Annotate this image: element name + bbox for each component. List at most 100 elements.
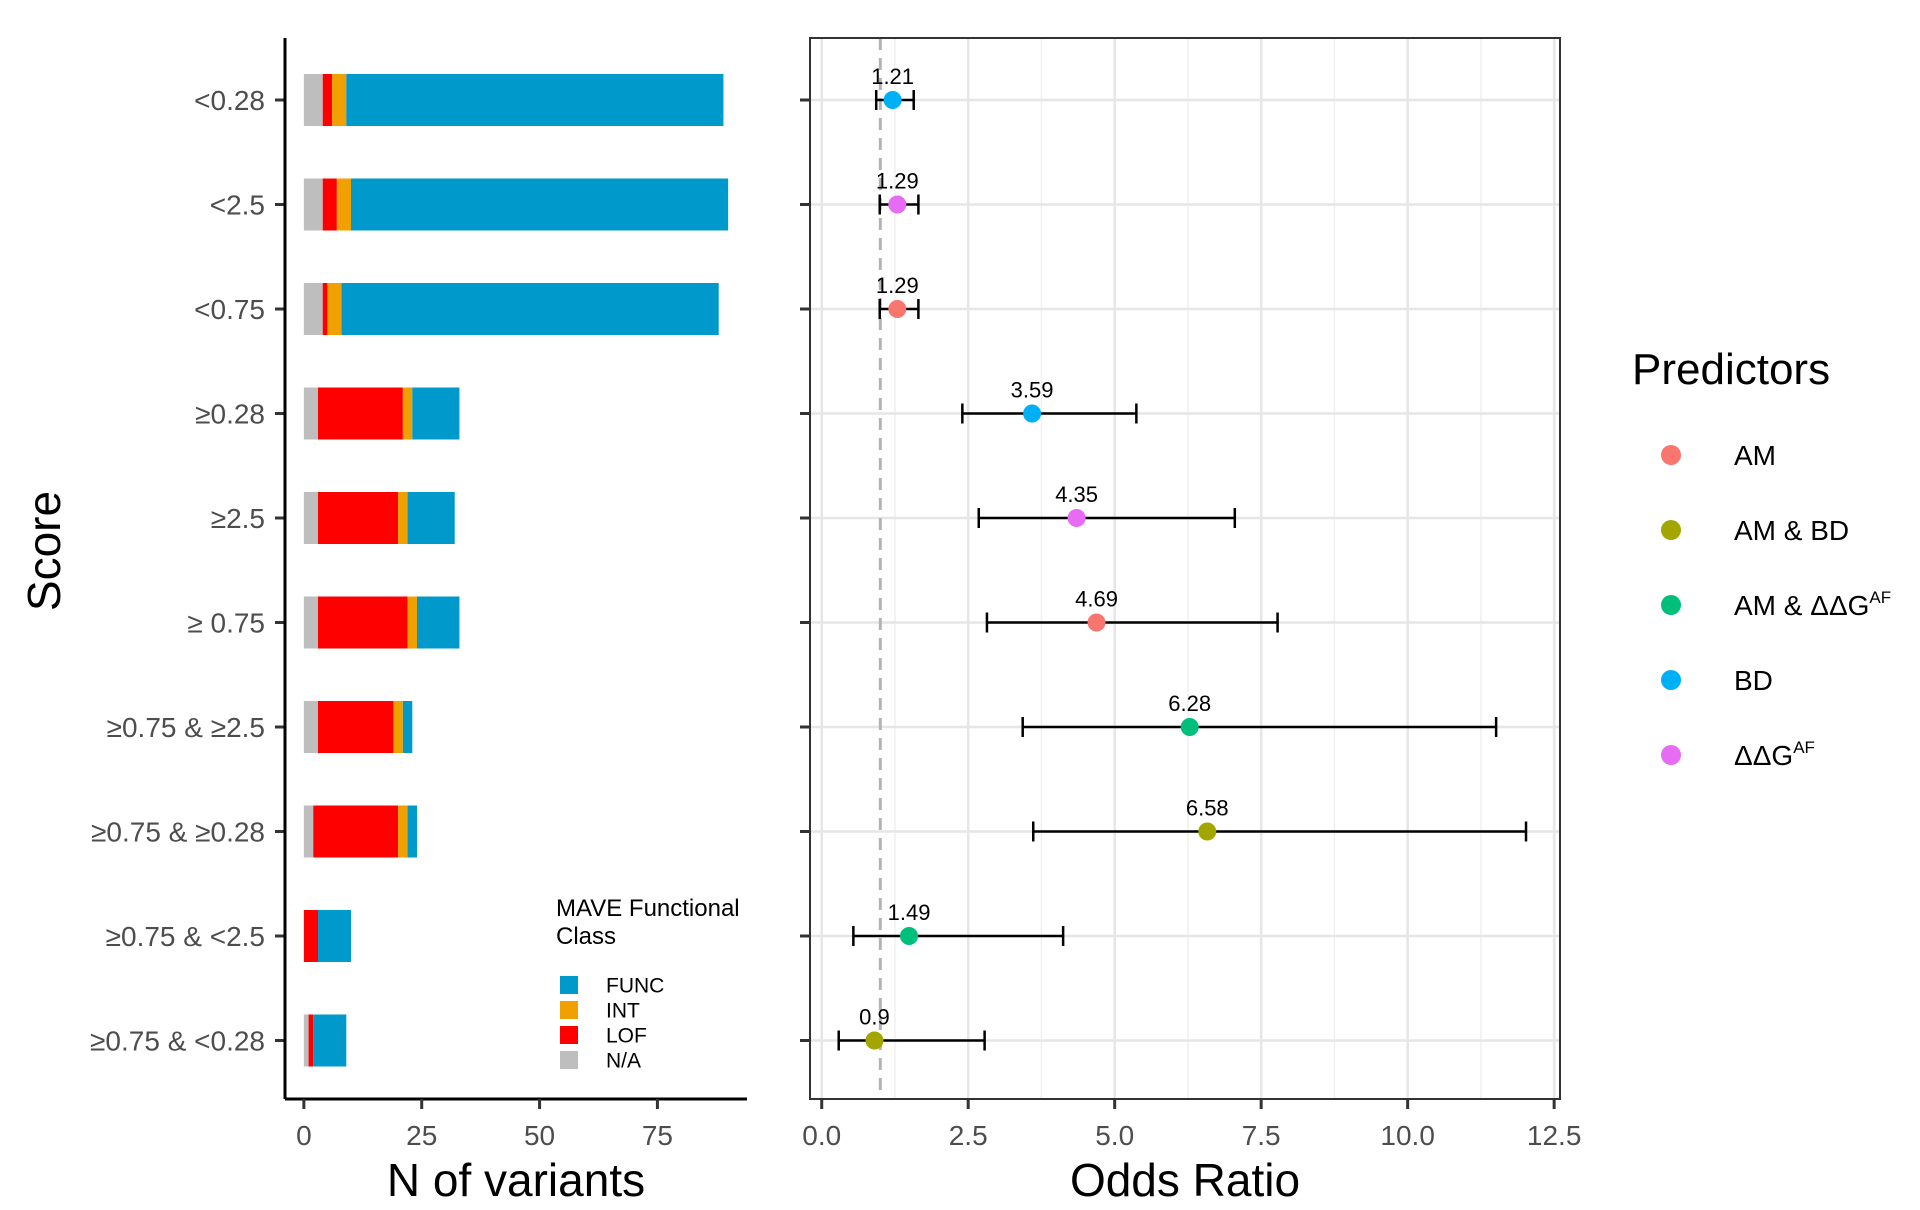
bar-segment-int (398, 492, 408, 544)
bar-category-label: ≥0.75 & <2.5 (106, 921, 265, 952)
bar-category-label: ≥0.75 & ≥0.28 (91, 816, 265, 847)
odds-ratio-value-label: 1.21 (871, 64, 914, 89)
bar-x-tick-label: 50 (524, 1120, 555, 1151)
odds-ratio-panel-border (809, 37, 1561, 1100)
bar-segment-n-a (303, 492, 318, 544)
bar-segment-lof (322, 178, 337, 231)
bar-x-tick-label: 75 (642, 1120, 673, 1151)
predictor-legend-label: AM (1734, 440, 1776, 471)
predictor-legend-dot (1661, 445, 1681, 465)
bar-legend-swatch (560, 1001, 578, 1019)
odds-ratio-value-label: 3.59 (1011, 378, 1054, 403)
bar-x-tick-label: 25 (406, 1120, 437, 1151)
bar-chart-panel: Score <0.28 <2.5 <0.75 ≥0.28 ≥2.5 ≥ 0.75 ≥0.75… (18, 38, 747, 1206)
bar-segment-lof (318, 387, 403, 440)
odds-ratio-x-tick-label: 5.0 (1095, 1120, 1134, 1151)
odds-ratio-x-tick-label: 2.5 (949, 1120, 988, 1151)
bar-segment-int (407, 596, 417, 649)
bar-segment-n-a (303, 283, 323, 335)
odds-ratio-point (900, 927, 919, 945)
bar-segment-lof (322, 74, 333, 126)
odds-ratio-value-label: 1.29 (876, 273, 919, 298)
predictor-legend-label-text: AM (1734, 440, 1776, 471)
bar-segment-int (398, 805, 408, 858)
odds-ratio-point (865, 1031, 884, 1050)
predictor-legend-dot (1661, 745, 1681, 765)
predictor-legend-label-text: AM & BD (1734, 515, 1849, 546)
bar-segment-func (313, 1014, 347, 1067)
bar-chart-x-ticks: 0 25 50 75 (296, 1099, 673, 1151)
odds-ratio-value-label: 4.35 (1055, 482, 1098, 507)
bar-category-label: ≥0.28 (195, 398, 265, 429)
bar-category-label: ≥ 0.75 (187, 607, 265, 638)
odds-ratio-value-label: 4.69 (1075, 587, 1118, 612)
bar-segment-func (346, 74, 724, 126)
bar-segment-int (336, 178, 351, 231)
predictor-legend-label-text: AM & ΔΔG (1734, 590, 1869, 621)
predictors-legend-title: Predictors (1632, 345, 1830, 394)
bar-legend-label: INT (606, 999, 640, 1022)
bar-category-label: ≥0.75 & <0.28 (90, 1025, 265, 1056)
odds-ratio-value-label: 6.58 (1186, 796, 1229, 821)
bar-chart-y-axis-title: Score (18, 491, 70, 611)
bar-segment-int (332, 74, 347, 126)
bar-segment-func (341, 283, 719, 335)
odds-ratio-x-tick-label: 7.5 (1242, 1120, 1281, 1151)
bar-segment-func (318, 910, 351, 962)
bar-segment-lof (308, 1014, 314, 1067)
odds-ratio-value-label: 6.28 (1168, 691, 1211, 716)
predictor-legend-label: ΔΔGAF (1734, 738, 1815, 771)
bar-chart-x-axis-title: N of variants (387, 1154, 645, 1206)
odds-ratio-value-label: 0.9 (859, 1005, 890, 1030)
predictor-legend-dot (1661, 670, 1681, 690)
odds-ratio-x-ticks: 0.0 2.5 5.0 7.5 10.0 12.5 (802, 1099, 1581, 1151)
odds-ratio-point (1023, 404, 1042, 423)
odds-ratio-x-tick-label: 0.0 (802, 1120, 841, 1151)
bar-segment-func (407, 805, 417, 858)
bar-segment-int (402, 387, 413, 440)
odds-ratio-point (1087, 613, 1106, 632)
bar-legend-swatch (560, 1026, 578, 1044)
predictor-legend-dot (1661, 595, 1681, 615)
predictor-legend-dot (1661, 520, 1681, 540)
bar-category-label: <0.28 (194, 85, 265, 116)
bar-segment-n-a (303, 387, 318, 440)
bar-segment-n-a (303, 1014, 309, 1067)
bar-segment-func (417, 596, 460, 649)
odds-ratio-points: 1.21 1.29 1.29 3.59 4.35 4.69 6.28 6.58 1.49 0.9 (837, 64, 1528, 1051)
bar-chart-category-labels: <0.28 <2.5 <0.75 ≥0.28 ≥2.5 ≥ 0.75 ≥0.75 & ≥2.… (90, 85, 285, 1056)
bar-segment-n-a (303, 701, 318, 753)
bar-segment-lof (318, 596, 408, 649)
bar-segment-n-a (303, 805, 314, 858)
odds-ratio-point (883, 91, 902, 109)
odds-ratio-x-tick-label: 12.5 (1527, 1120, 1582, 1151)
bar-segment-int (393, 701, 403, 753)
predictor-legend-label-superscript: AF (1869, 588, 1891, 607)
odds-ratio-point (1198, 822, 1217, 841)
bar-legend-label: FUNC (606, 974, 664, 997)
predictor-legend-label-superscript: AF (1793, 738, 1815, 757)
bar-legend-swatch (560, 1051, 578, 1069)
predictor-legend-label: AM & BD (1734, 515, 1849, 546)
odds-ratio-point (888, 195, 907, 214)
bar-segment-n-a (303, 178, 323, 231)
bar-category-label: <0.75 (194, 294, 265, 325)
odds-ratio-x-tick-label: 10.0 (1380, 1120, 1435, 1151)
predictor-legend-label-text: ΔΔG (1734, 740, 1793, 771)
odds-ratio-value-label: 1.29 (876, 169, 919, 194)
bar-legend-label: N/A (606, 1049, 641, 1072)
bar-category-label: <2.5 (210, 189, 265, 220)
bar-segment-n-a (303, 74, 323, 126)
bar-legend-title-line1: MAVE Functional (556, 895, 740, 922)
odds-ratio-value-label: 1.49 (888, 900, 931, 925)
bar-legend-title-line2: Class (556, 923, 616, 950)
odds-ratio-point (888, 300, 907, 318)
bar-category-label: ≥2.5 (211, 503, 265, 534)
bar-segment-lof (322, 283, 328, 335)
predictor-legend-label: AM & ΔΔGAF (1734, 588, 1891, 621)
bar-segment-n-a (303, 596, 318, 649)
